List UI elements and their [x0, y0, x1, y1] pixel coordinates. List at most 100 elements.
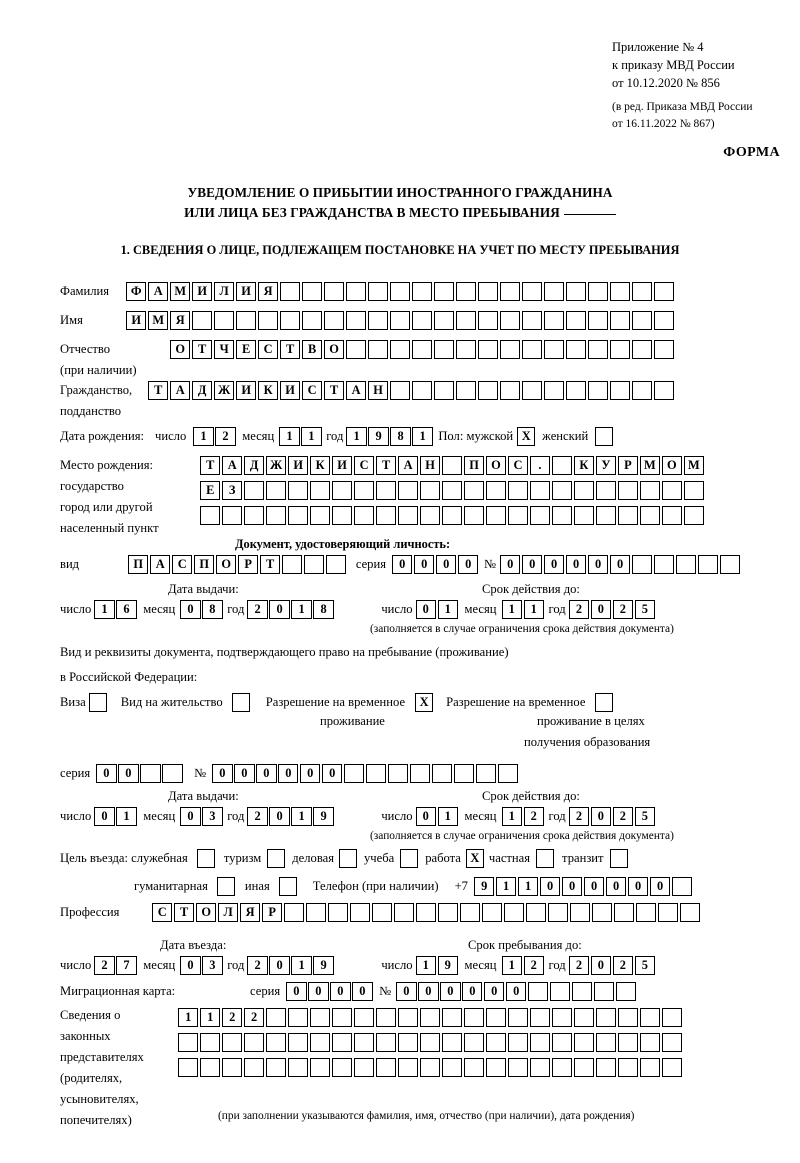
char-cell[interactable]	[573, 1033, 595, 1052]
char-cell[interactable]: 1	[495, 877, 517, 896]
char-cell[interactable]: 2	[247, 600, 268, 619]
char-cell[interactable]	[543, 340, 565, 359]
char-cell[interactable]	[441, 506, 463, 525]
char-cell[interactable]	[609, 381, 631, 400]
char-cell[interactable]: 0	[392, 555, 413, 574]
char-cell[interactable]: С	[301, 381, 323, 400]
char-cell[interactable]: А	[149, 555, 171, 574]
char-cell[interactable]	[397, 1008, 419, 1027]
char-cell[interactable]: 0	[484, 982, 505, 1001]
char-cell[interactable]	[595, 1008, 617, 1027]
char-cell[interactable]: 1	[501, 956, 522, 975]
char-cell[interactable]: А	[147, 282, 169, 301]
char-cell[interactable]: О	[195, 903, 217, 922]
char-cell[interactable]	[199, 1058, 221, 1077]
char-cell[interactable]	[639, 1008, 661, 1027]
char-cell[interactable]	[301, 282, 323, 301]
char-cell[interactable]: 0	[583, 877, 605, 896]
char-cell[interactable]	[572, 982, 593, 1001]
char-cell[interactable]	[661, 1008, 683, 1027]
char-cell[interactable]	[441, 1058, 463, 1077]
char-cell[interactable]	[140, 764, 161, 783]
char-cell[interactable]	[499, 282, 521, 301]
representatives-cells-3[interactable]	[178, 1058, 684, 1077]
char-cell[interactable]	[331, 1008, 353, 1027]
char-cell[interactable]	[221, 506, 243, 525]
purpose-humanitarian-checkbox[interactable]	[216, 877, 235, 896]
char-cell[interactable]: Ж	[213, 381, 235, 400]
char-cell[interactable]	[497, 764, 519, 783]
char-cell[interactable]: 1	[291, 956, 312, 975]
char-cell[interactable]	[529, 1058, 551, 1077]
char-cell[interactable]	[323, 282, 345, 301]
char-cell[interactable]	[529, 481, 551, 500]
char-cell[interactable]	[615, 982, 637, 1001]
char-cell[interactable]	[631, 381, 653, 400]
char-cell[interactable]	[653, 555, 675, 574]
char-cell[interactable]	[639, 506, 661, 525]
char-cell[interactable]	[309, 1008, 331, 1027]
char-cell[interactable]: О	[661, 456, 683, 475]
char-cell[interactable]	[631, 311, 653, 330]
char-cell[interactable]: Д	[243, 456, 265, 475]
char-cell[interactable]: Е	[200, 481, 221, 500]
char-cell[interactable]: Т	[279, 340, 301, 359]
char-cell[interactable]: 1	[523, 600, 544, 619]
char-cell[interactable]	[388, 764, 409, 783]
char-cell[interactable]	[191, 311, 213, 330]
permit-edu-checkbox[interactable]	[595, 693, 614, 712]
char-cell[interactable]	[441, 1033, 463, 1052]
char-cell[interactable]	[303, 555, 325, 574]
char-cell[interactable]: 0	[352, 982, 373, 1001]
char-cell[interactable]: Я	[169, 311, 191, 330]
char-cell[interactable]	[595, 1058, 617, 1077]
char-cell[interactable]: И	[287, 456, 309, 475]
char-cell[interactable]	[565, 282, 587, 301]
char-cell[interactable]: М	[639, 456, 661, 475]
char-cell[interactable]	[551, 481, 573, 500]
char-cell[interactable]: 0	[212, 764, 233, 783]
char-cell[interactable]	[507, 1008, 529, 1027]
char-cell[interactable]: 0	[609, 555, 631, 574]
char-cell[interactable]: 0	[396, 982, 417, 1001]
char-cell[interactable]: П	[128, 555, 149, 574]
char-cell[interactable]	[279, 282, 301, 301]
char-cell[interactable]	[507, 481, 529, 500]
char-cell[interactable]: 2	[523, 956, 544, 975]
char-cell[interactable]	[178, 1058, 199, 1077]
char-cell[interactable]	[419, 1008, 441, 1027]
char-cell[interactable]	[463, 1058, 485, 1077]
permit-temp-checkbox[interactable]: X	[415, 693, 434, 712]
char-cell[interactable]: 1	[116, 807, 137, 826]
char-cell[interactable]: 0	[414, 555, 435, 574]
char-cell[interactable]	[325, 555, 347, 574]
char-cell[interactable]	[617, 506, 639, 525]
char-cell[interactable]	[257, 311, 279, 330]
char-cell[interactable]: 1	[517, 877, 539, 896]
char-cell[interactable]	[683, 481, 705, 500]
sex-female-checkbox[interactable]	[595, 427, 614, 446]
char-cell[interactable]	[635, 903, 657, 922]
char-cell[interactable]	[375, 1033, 397, 1052]
char-cell[interactable]	[455, 381, 477, 400]
char-cell[interactable]	[507, 1058, 529, 1077]
char-cell[interactable]: З	[221, 481, 243, 500]
char-cell[interactable]	[221, 1058, 243, 1077]
char-cell[interactable]	[617, 1033, 639, 1052]
char-cell[interactable]	[453, 764, 475, 783]
char-cell[interactable]: 0	[561, 877, 583, 896]
char-cell[interactable]: 2	[247, 807, 268, 826]
char-cell[interactable]: Р	[261, 903, 283, 922]
char-cell[interactable]	[287, 506, 309, 525]
char-cell[interactable]: 1	[291, 807, 312, 826]
char-cell[interactable]: 0	[499, 555, 521, 574]
char-cell[interactable]	[591, 903, 613, 922]
char-cell[interactable]	[661, 1033, 683, 1052]
char-cell[interactable]: 0	[180, 600, 201, 619]
